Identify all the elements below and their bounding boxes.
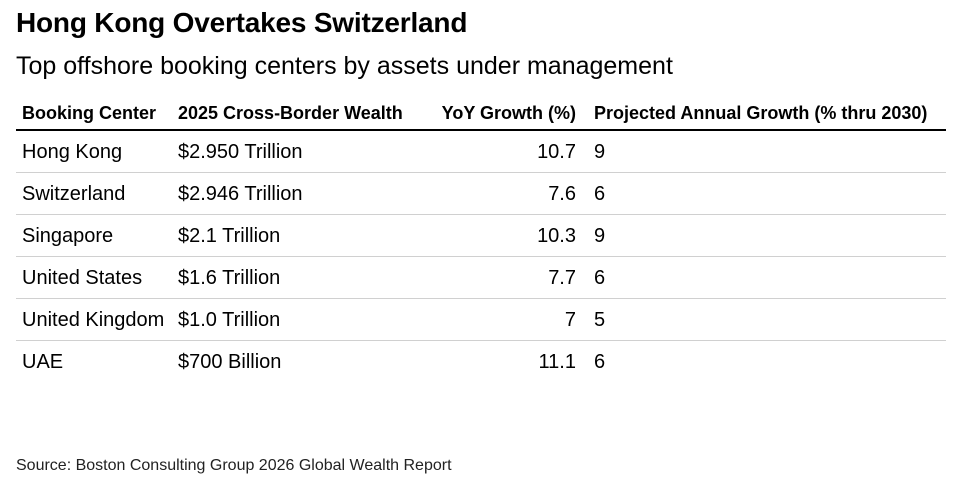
cell-booking-center: Switzerland [16, 172, 172, 215]
column-header-booking-center: Booking Center [16, 98, 172, 131]
cell-projected-growth: 9 [588, 214, 946, 257]
source-note: Source: Boston Consulting Group 2026 Glo… [16, 457, 452, 474]
cell-cross-border-wealth: $1.6 Trillion [172, 256, 434, 299]
cell-booking-center: Hong Kong [16, 130, 172, 173]
table-row: United States $1.6 Trillion 7.7 6 [16, 256, 946, 299]
table-row: United Kingdom $1.0 Trillion 7 5 [16, 298, 946, 341]
cell-cross-border-wealth: $2.1 Trillion [172, 214, 434, 257]
cell-cross-border-wealth: $1.0 Trillion [172, 298, 434, 341]
cell-projected-growth: 6 [588, 172, 946, 215]
cell-yoy-growth: 7 [434, 298, 588, 341]
cell-cross-border-wealth: $2.946 Trillion [172, 172, 434, 215]
column-header-projected-growth: Projected Annual Growth (% thru 2030) [588, 98, 946, 131]
table-header-row: Booking Center 2025 Cross-Border Wealth … [16, 98, 946, 131]
cell-projected-growth: 5 [588, 298, 946, 341]
table-row: Switzerland $2.946 Trillion 7.6 6 [16, 172, 946, 215]
cell-yoy-growth: 11.1 [538, 351, 576, 373]
chart-title: Hong Kong Overtakes Switzerland [16, 7, 468, 38]
chart-subtitle: Top offshore booking centers by assets u… [16, 52, 673, 80]
cell-booking-center: Singapore [16, 214, 172, 257]
cell-projected-growth: 9 [588, 130, 946, 173]
table-row: UAE $700 Billion 11.1 6 [16, 341, 946, 383]
cell-yoy-growth: 7.7 [434, 256, 588, 299]
cell-cross-border-wealth: $2.950 Trillion [172, 130, 434, 173]
table-body: Hong Kong $2.950 Trillion 10.7 9 Switzerland… [16, 130, 946, 382]
table-row: Hong Kong $2.950 Trillion 10.7 9 [16, 130, 946, 173]
cell-projected-growth: 6 [588, 256, 946, 299]
cell-booking-center: UAE [22, 351, 64, 373]
cell-yoy-growth: 10.3 [434, 214, 588, 257]
cell-booking-center: United Kingdom [16, 298, 172, 341]
cell-yoy-growth: 7.6 [434, 172, 588, 215]
cell-booking-center: United States [16, 256, 172, 299]
table-row: Singapore $2.1 Trillion 10.3 9 [16, 214, 946, 257]
cell-yoy-growth: 10.7 [434, 130, 588, 173]
cell-cross-border-wealth: $700 Billion [178, 351, 282, 373]
column-header-cross-border-wealth: 2025 Cross-Border Wealth [172, 98, 434, 131]
data-table: Booking Center 2025 Cross-Border Wealth … [16, 98, 946, 382]
cell-projected-growth: 6 [594, 351, 606, 373]
column-header-yoy-growth: YoY Growth (%) [434, 98, 588, 131]
